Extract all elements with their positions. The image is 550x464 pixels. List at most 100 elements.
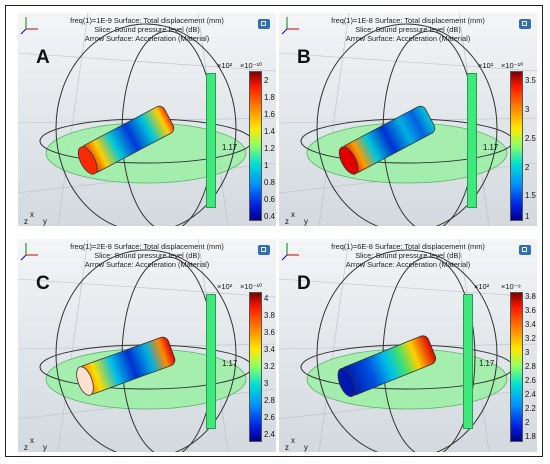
- bar-value: 1.17: [222, 359, 238, 368]
- tick: 1.2: [264, 144, 275, 153]
- tick: 3.2: [264, 362, 275, 371]
- tick: 1: [264, 161, 269, 170]
- tick: 2: [525, 163, 530, 172]
- header-line-1: freq(1)=6E-8 Surface: Total displacement…: [331, 242, 485, 251]
- tick: 3.8: [264, 311, 275, 320]
- camera-icon[interactable]: [519, 245, 531, 255]
- tick: 3.2: [525, 334, 536, 343]
- tick: 2.8: [264, 396, 275, 405]
- bar-multiplier: ×10²: [217, 282, 233, 291]
- header-line-3: Arrow Surface: Acceleration (Material): [345, 34, 471, 43]
- slice-bar: [206, 73, 216, 208]
- tick: 2.6: [525, 376, 536, 385]
- header-line-1: freq(1)=1E-9 Surface: Total displacement…: [70, 16, 224, 25]
- panel-label: B: [297, 47, 311, 68]
- tick: 3.4: [264, 345, 275, 354]
- tick: 4: [264, 294, 269, 303]
- axis-label-y: y: [43, 443, 47, 452]
- panel-b: freq(1)=1E-8 Surface: Total displacement…: [279, 13, 537, 226]
- tick: 3: [525, 105, 530, 114]
- colorbar: [249, 292, 262, 442]
- tick: 0.8: [264, 178, 275, 187]
- scene-c: [18, 239, 276, 452]
- bar-multiplier: ×10²: [217, 61, 233, 70]
- colorbar-exponent: ×10⁻⁹: [501, 282, 521, 291]
- bar-value: 1.17: [222, 143, 238, 152]
- tick: 3.6: [525, 306, 536, 315]
- axis-label-z: z: [24, 443, 28, 452]
- axis-label-x: x: [30, 436, 34, 445]
- slice-bar: [206, 294, 216, 429]
- tick: 2: [525, 418, 530, 427]
- axis-label-x: x: [30, 210, 34, 219]
- header-line-3: Arrow Surface: Acceleration (Material): [345, 260, 471, 269]
- camera-icon[interactable]: [258, 245, 270, 255]
- scene-d: [279, 239, 537, 452]
- axis-label-y: y: [304, 443, 308, 452]
- tick: 2.8: [525, 362, 536, 371]
- tick: 1.5: [525, 191, 536, 200]
- header-line-1: freq(1)=1E-8 Surface: Total displacement…: [331, 16, 485, 25]
- axis-label-x: x: [291, 436, 295, 445]
- tick: 3.5: [525, 76, 536, 85]
- tick: 2.6: [264, 413, 275, 422]
- header-line-1: freq(1)=2E-8 Surface: Total displacement…: [70, 242, 224, 251]
- colorbar-exponent: ×10⁻¹⁰: [240, 282, 263, 291]
- slice-bar: [463, 294, 473, 429]
- tick: 3.6: [264, 328, 275, 337]
- camera-icon[interactable]: [258, 19, 270, 29]
- colorbar: [249, 71, 262, 221]
- header-line-3: Arrow Surface: Acceleration (Material): [84, 260, 210, 269]
- panel-label: C: [36, 273, 50, 294]
- tick: 2.2: [525, 404, 536, 413]
- header-line-2: Slice: Sound pressure level (dB): [355, 25, 461, 34]
- panel-c: freq(1)=2E-8 Surface: Total displacement…: [18, 239, 276, 452]
- axis-label-z: z: [285, 217, 289, 226]
- tick: 3.4: [525, 320, 536, 329]
- header-line-3: Arrow Surface: Acceleration (Material): [84, 34, 210, 43]
- tick: 1.6: [264, 110, 275, 119]
- tick: 3.8: [525, 292, 536, 301]
- axis-label-y: y: [304, 217, 308, 226]
- panel-a: freq(1)=1E-9 Surface: Total displacement…: [18, 13, 276, 226]
- tick: 2.4: [264, 430, 275, 439]
- tick: 2.5: [525, 134, 536, 143]
- tick: 0.4: [264, 212, 275, 221]
- axis-label-y: y: [43, 217, 47, 226]
- panel-d: freq(1)=6E-8 Surface: Total displacement…: [279, 239, 537, 452]
- tick: 2: [264, 76, 269, 85]
- colorbar-exponent: ×10⁻¹⁰: [240, 61, 263, 70]
- figure-frame: freq(1)=1E-9 Surface: Total displacement…: [5, 5, 543, 457]
- header-line-2: Slice: Sound pressure level (dB): [94, 25, 200, 34]
- axis-triad: [281, 243, 299, 261]
- header-line-2: Slice: Sound pressure level (dB): [94, 251, 200, 260]
- tick: 0.6: [264, 195, 275, 204]
- axis-label-x: x: [291, 210, 295, 219]
- tick: 3: [264, 379, 269, 388]
- panel-label: A: [36, 47, 50, 68]
- colorbar: [510, 292, 523, 442]
- bar-multiplier: ×10²: [478, 61, 494, 70]
- colorbar-exponent: ×10⁻¹⁰: [501, 61, 524, 70]
- axis-triad: [20, 17, 38, 35]
- tick: 2.4: [525, 390, 536, 399]
- bar-value: 1.17: [483, 143, 499, 152]
- tick: 3: [525, 348, 530, 357]
- axis-triad: [20, 243, 38, 261]
- tick: 1.4: [264, 127, 275, 136]
- bar-value: 1.17: [479, 359, 495, 368]
- slice-bar: [467, 73, 477, 208]
- tick: 1: [525, 212, 530, 221]
- camera-icon[interactable]: [519, 19, 531, 29]
- colorbar: [510, 71, 523, 221]
- axis-triad: [281, 17, 299, 35]
- axis-label-z: z: [24, 217, 28, 226]
- bar-multiplier: ×10²: [474, 282, 490, 291]
- axis-label-z: z: [285, 443, 289, 452]
- header-line-2: Slice: Sound pressure level (dB): [355, 251, 461, 260]
- tick: 1.8: [525, 432, 536, 441]
- scene-b: [279, 13, 537, 226]
- panel-label: D: [297, 273, 311, 294]
- scene-a: [18, 13, 276, 226]
- tick: 1.8: [264, 93, 275, 102]
